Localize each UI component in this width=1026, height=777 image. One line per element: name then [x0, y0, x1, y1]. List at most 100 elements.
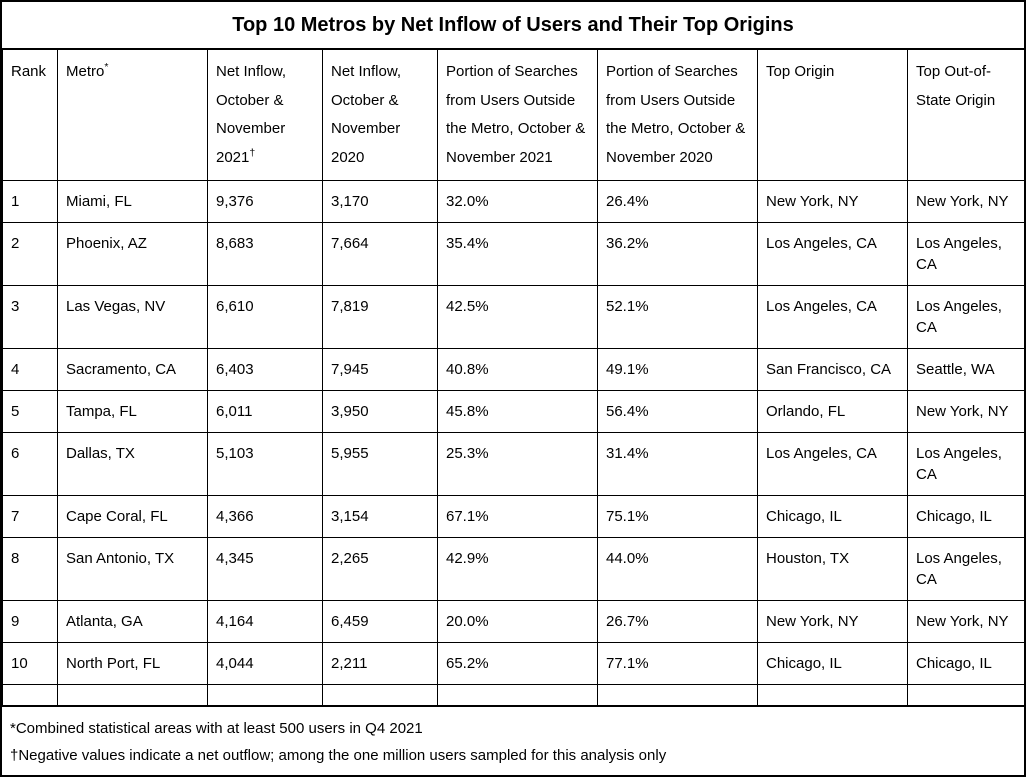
cell-rank: 9 — [3, 601, 58, 643]
cell-metro: San Antonio, TX — [58, 538, 208, 601]
table-body: 1Miami, FL9,3763,17032.0%26.4%New York, … — [3, 181, 1026, 706]
cell-p20: 26.4% — [598, 181, 758, 223]
cell-ni20: 7,664 — [323, 223, 438, 286]
cell-ni20: 2,211 — [323, 643, 438, 685]
col-top-oos-origin: Top Out-of-State Origin — [908, 50, 1026, 181]
cell-metro: Sacramento, CA — [58, 349, 208, 391]
cell-p21: 32.0% — [438, 181, 598, 223]
cell-ni20: 3,170 — [323, 181, 438, 223]
table-container: Top 10 Metros by Net Inflow of Users and… — [0, 0, 1026, 777]
cell-orig: Houston, TX — [758, 538, 908, 601]
cell-oos: Chicago, IL — [908, 496, 1026, 538]
cell-rank: 3 — [3, 286, 58, 349]
footnote-star: *Combined statistical areas with at leas… — [10, 715, 1016, 742]
cell-p20: 49.1% — [598, 349, 758, 391]
cell-oos: Los Angeles, CA — [908, 538, 1026, 601]
cell-orig: Chicago, IL — [758, 643, 908, 685]
col-top-origin: Top Origin — [758, 50, 908, 181]
cell-oos: Chicago, IL — [908, 643, 1026, 685]
cell-rank: 4 — [3, 349, 58, 391]
cell-metro: North Port, FL — [58, 643, 208, 685]
metro-sup: * — [104, 61, 108, 73]
cell-ni21: 9,376 — [208, 181, 323, 223]
spacer-row — [3, 685, 1026, 706]
cell-p20: 52.1% — [598, 286, 758, 349]
col-metro-label: Metro — [66, 63, 104, 80]
table-row: 9Atlanta, GA4,1646,45920.0%26.7% New York… — [3, 601, 1026, 643]
cell-p20: 26.7% — [598, 601, 758, 643]
header-row: Rank Metro* Net Inflow, October & Novemb… — [3, 50, 1026, 181]
cell-metro: Atlanta, GA — [58, 601, 208, 643]
cell-p21: 42.9% — [438, 538, 598, 601]
col-portion-2021: Portion of Searches from Users Outside t… — [438, 50, 598, 181]
cell-oos: New York, NY — [908, 181, 1026, 223]
col-rank: Rank — [3, 50, 58, 181]
footnote-dagger: †Negative values indicate a net outflow;… — [10, 742, 1016, 769]
data-table: Rank Metro* Net Inflow, October & Novemb… — [2, 49, 1026, 706]
table-row: 1Miami, FL9,3763,17032.0%26.4%New York, … — [3, 181, 1026, 223]
cell-ni21: 4,164 — [208, 601, 323, 643]
cell-ni20: 7,819 — [323, 286, 438, 349]
cell-ni21: 6,610 — [208, 286, 323, 349]
cell-oos: Seattle, WA — [908, 349, 1026, 391]
cell-metro: Cape Coral, FL — [58, 496, 208, 538]
cell-p21: 35.4% — [438, 223, 598, 286]
cell-p21: 25.3% — [438, 433, 598, 496]
cell-orig: Los Angeles, CA — [758, 433, 908, 496]
cell-rank: 5 — [3, 391, 58, 433]
cell-orig: New York, NY — [758, 181, 908, 223]
table-row: 10North Port, FL4,0442,21165.2%77.1%Chic… — [3, 643, 1026, 685]
table-title: Top 10 Metros by Net Inflow of Users and… — [2, 2, 1024, 49]
table-row: 3Las Vegas, NV6,6107,81942.5%52.1% Los An… — [3, 286, 1026, 349]
col-portion-2020: Portion of Searches from Users Outside t… — [598, 50, 758, 181]
cell-p21: 40.8% — [438, 349, 598, 391]
cell-p20: 36.2% — [598, 223, 758, 286]
cell-p21: 65.2% — [438, 643, 598, 685]
cell-metro: Dallas, TX — [58, 433, 208, 496]
cell-metro: Miami, FL — [58, 181, 208, 223]
cell-ni21: 6,403 — [208, 349, 323, 391]
col-netinflow-2021: Net Inflow, October & November 2021† — [208, 50, 323, 181]
cell-p20: 44.0% — [598, 538, 758, 601]
table-row: 4Sacramento, CA6,4037,94540.8%49.1%San F… — [3, 349, 1026, 391]
cell-p20: 56.4% — [598, 391, 758, 433]
cell-ni20: 6,459 — [323, 601, 438, 643]
cell-ni20: 2,265 — [323, 538, 438, 601]
cell-orig: Los Angeles, CA — [758, 223, 908, 286]
cell-rank: 6 — [3, 433, 58, 496]
table-row: 5Tampa, FL6,0113,95045.8%56.4%Orlando, F… — [3, 391, 1026, 433]
cell-metro: Tampa, FL — [58, 391, 208, 433]
cell-rank: 8 — [3, 538, 58, 601]
cell-ni20: 5,955 — [323, 433, 438, 496]
cell-oos: New York, NY — [908, 601, 1026, 643]
cell-p21: 20.0% — [438, 601, 598, 643]
cell-ni21: 4,044 — [208, 643, 323, 685]
col-netinflow-2020: Net Inflow, October & November 2020 — [323, 50, 438, 181]
cell-p21: 42.5% — [438, 286, 598, 349]
table-row: 8San Antonio, TX4,3452,26542.9%44.0%Hous… — [3, 538, 1026, 601]
cell-oos: New York, NY — [908, 391, 1026, 433]
cell-orig: Chicago, IL — [758, 496, 908, 538]
table-row: 2Phoenix, AZ8,6837,66435.4%36.2%Los Ange… — [3, 223, 1026, 286]
table-row: 6Dallas, TX5,1035,95525.3%31.4%Los Angel… — [3, 433, 1026, 496]
cell-metro: Phoenix, AZ — [58, 223, 208, 286]
cell-oos: Los Angeles, CA — [908, 286, 1026, 349]
ni21-sup: † — [249, 147, 255, 159]
cell-ni21: 5,103 — [208, 433, 323, 496]
cell-rank: 1 — [3, 181, 58, 223]
cell-ni21: 4,366 — [208, 496, 323, 538]
cell-rank: 10 — [3, 643, 58, 685]
cell-orig: San Francisco, CA — [758, 349, 908, 391]
cell-orig: Orlando, FL — [758, 391, 908, 433]
cell-ni20: 3,950 — [323, 391, 438, 433]
cell-p20: 31.4% — [598, 433, 758, 496]
cell-ni21: 6,011 — [208, 391, 323, 433]
cell-oos: Los Angeles, CA — [908, 223, 1026, 286]
cell-p20: 77.1% — [598, 643, 758, 685]
col-rank-label: Rank — [11, 63, 46, 80]
cell-rank: 7 — [3, 496, 58, 538]
cell-metro: Las Vegas, NV — [58, 286, 208, 349]
cell-ni20: 3,154 — [323, 496, 438, 538]
cell-p21: 45.8% — [438, 391, 598, 433]
cell-oos: Los Angeles, CA — [908, 433, 1026, 496]
